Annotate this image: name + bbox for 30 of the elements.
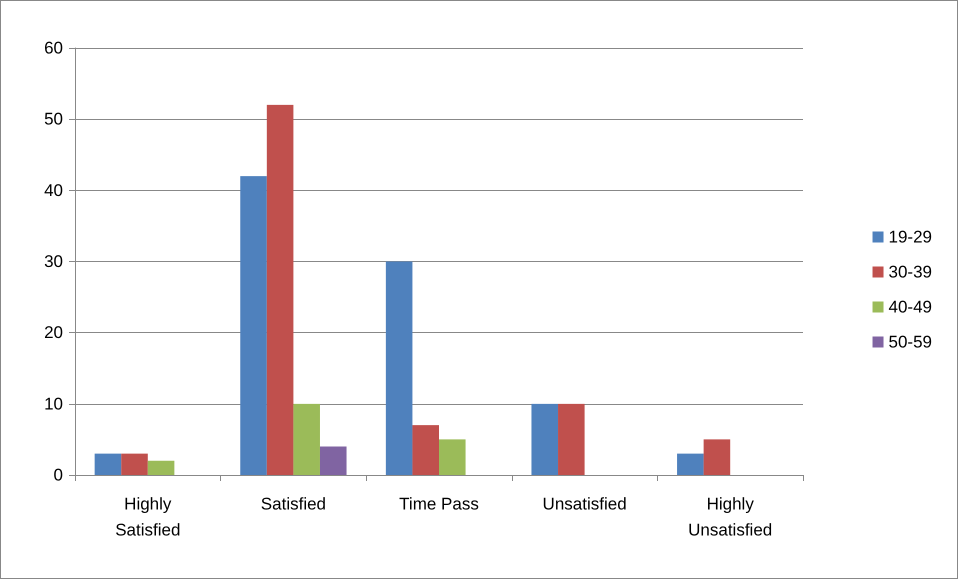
y-tick-label: 0	[54, 466, 63, 484]
bar	[531, 404, 558, 475]
bar	[412, 425, 439, 475]
bar	[240, 176, 267, 475]
bar	[677, 454, 704, 475]
bar	[293, 404, 320, 475]
bar	[94, 454, 122, 475]
bar	[439, 439, 466, 475]
x-tick-label: Time Pass	[399, 494, 479, 514]
bar	[558, 404, 585, 475]
y-tick-label: 60	[44, 38, 63, 58]
legend-label: 50-59	[888, 332, 932, 352]
legend-label: 40-49	[888, 298, 932, 316]
bar	[320, 446, 347, 475]
y-tick-label: 10	[44, 394, 63, 414]
bar	[386, 262, 412, 475]
y-tick-label: 20	[44, 323, 63, 342]
legend-label: 19-29	[888, 228, 932, 246]
y-tick-label: 30	[44, 252, 63, 271]
y-tick-label: 40	[44, 180, 63, 200]
bar	[148, 460, 174, 475]
bar	[704, 439, 730, 475]
bar	[266, 104, 294, 475]
x-tick-label: Satisfied	[260, 494, 326, 514]
bar	[121, 454, 148, 475]
x-tick-label: Unsatisfied	[542, 494, 627, 514]
x-tick-label: Highly Satisfied	[115, 494, 180, 540]
y-tick-label: 50	[44, 110, 63, 129]
x-tick-label: Highly Unsatisfied	[688, 494, 772, 540]
legend-label: 30-39	[888, 262, 932, 282]
